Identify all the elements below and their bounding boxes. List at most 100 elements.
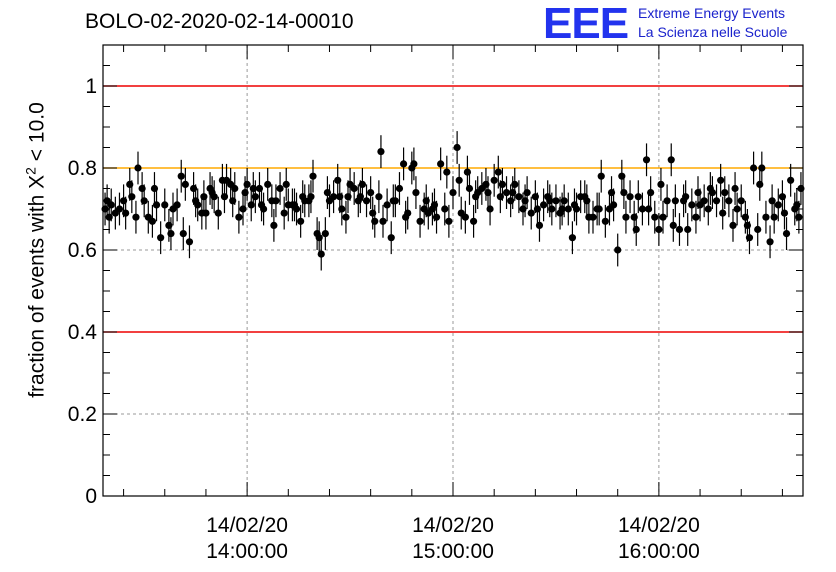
- data-point: [317, 250, 325, 258]
- data-point: [391, 197, 399, 205]
- data-point: [437, 160, 445, 168]
- data-point: [671, 197, 679, 205]
- data-point: [745, 234, 754, 242]
- data-point: [502, 189, 511, 197]
- data-point: [731, 184, 739, 193]
- data-point: [292, 205, 301, 213]
- data-point: [231, 184, 239, 193]
- data-point: [548, 205, 556, 213]
- data-point: [214, 209, 222, 217]
- data-point: [441, 205, 449, 213]
- data-point: [465, 184, 474, 193]
- data-point: [371, 217, 379, 225]
- data-point: [243, 180, 251, 188]
- y-axis-label: fraction of events with X2 < 10.0: [23, 102, 50, 398]
- data-point: [375, 193, 383, 201]
- eee-logo: EEE Extreme Energy Events La Scienza nel…: [543, 2, 833, 46]
- data-point: [443, 168, 451, 176]
- data-point: [560, 197, 568, 205]
- y-axis-label-superscript: 2: [22, 167, 39, 175]
- logo-mark: EEE: [543, 0, 629, 48]
- data-point: [657, 180, 665, 188]
- data-point: [259, 205, 268, 213]
- data-point: [647, 189, 655, 197]
- data-point: [498, 180, 507, 188]
- data-point: [280, 209, 288, 217]
- y-axis-label-symbol: X: [25, 174, 49, 189]
- y-axis-label-prefix: fraction of events with: [25, 188, 49, 398]
- data-point: [140, 197, 148, 205]
- data-point: [655, 225, 663, 234]
- data-point: [754, 225, 762, 234]
- data-point: [410, 160, 418, 168]
- data-point: [128, 193, 136, 201]
- x-tick-label-time: 15:00:00: [412, 540, 494, 563]
- data-point: [167, 230, 175, 238]
- data-point: [469, 217, 478, 225]
- data-point: [725, 197, 733, 205]
- y-axis: 0 0.2 0.4 0.6 0.8 1: [68, 65, 803, 508]
- data-point: [338, 205, 346, 213]
- data-point: [264, 180, 272, 188]
- data-point: [276, 184, 284, 193]
- data-point: [749, 164, 758, 172]
- data-point: [490, 176, 498, 184]
- data-point: [395, 184, 404, 193]
- data-point: [651, 213, 659, 221]
- data-point: [692, 213, 700, 221]
- data-point: [181, 180, 189, 188]
- data-point: [642, 156, 651, 164]
- data-point: [342, 213, 350, 221]
- data-point: [449, 189, 457, 197]
- data-point: [595, 205, 603, 213]
- y-tick-label: 0.6: [68, 239, 97, 262]
- data-point: [552, 197, 560, 205]
- data-point: [251, 193, 259, 201]
- logo-text-line2: La Scienza nelle Scuole: [638, 24, 788, 40]
- data-point: [399, 160, 408, 168]
- data-point: [684, 225, 692, 234]
- data-point: [134, 164, 142, 172]
- data-point: [329, 193, 338, 201]
- data-point: [432, 213, 441, 221]
- data-point: [367, 189, 375, 197]
- data-point: [321, 230, 329, 238]
- data-point: [185, 238, 194, 246]
- data-point: [609, 201, 618, 209]
- data-point: [157, 234, 165, 242]
- data-point: [568, 234, 577, 242]
- data-point: [535, 221, 544, 229]
- x-tick-label-time: 16:00:00: [618, 540, 700, 563]
- data-point: [770, 213, 778, 221]
- data-point: [173, 201, 181, 209]
- x-axis: 14/02/20 14:00:00 14/02/20 15:00:00 14/02/20…: [123, 45, 783, 563]
- data-point: [597, 172, 605, 180]
- data-point: [663, 197, 671, 205]
- data-point: [780, 209, 789, 217]
- data-point: [782, 230, 791, 238]
- data-point: [700, 197, 708, 205]
- data-point: [511, 180, 519, 188]
- data-point: [350, 184, 358, 193]
- reference-lines: [103, 85, 803, 333]
- data-point: [659, 213, 667, 221]
- data-point: [527, 209, 535, 217]
- data-point: [404, 209, 412, 217]
- data-point: [688, 201, 696, 209]
- data-point: [614, 246, 622, 254]
- y-tick-label: 0: [85, 485, 97, 508]
- y-tick-label: 1: [85, 75, 97, 98]
- y-tick-label: 0.2: [68, 403, 97, 426]
- data-point: [589, 213, 597, 221]
- data-point: [708, 189, 717, 197]
- x-tick-label-time: 14:00:00: [206, 540, 288, 563]
- logo-text-line1: Extreme Energy Events: [638, 5, 786, 21]
- data-point: [494, 168, 502, 176]
- data-point: [758, 164, 766, 172]
- data-point: [358, 180, 367, 188]
- data-point: [194, 201, 202, 209]
- chart-title: BOLO-02-2020-02-14-00010: [85, 10, 354, 33]
- data-point: [453, 143, 461, 152]
- x-tick-label-date: 14/02/20: [618, 514, 700, 537]
